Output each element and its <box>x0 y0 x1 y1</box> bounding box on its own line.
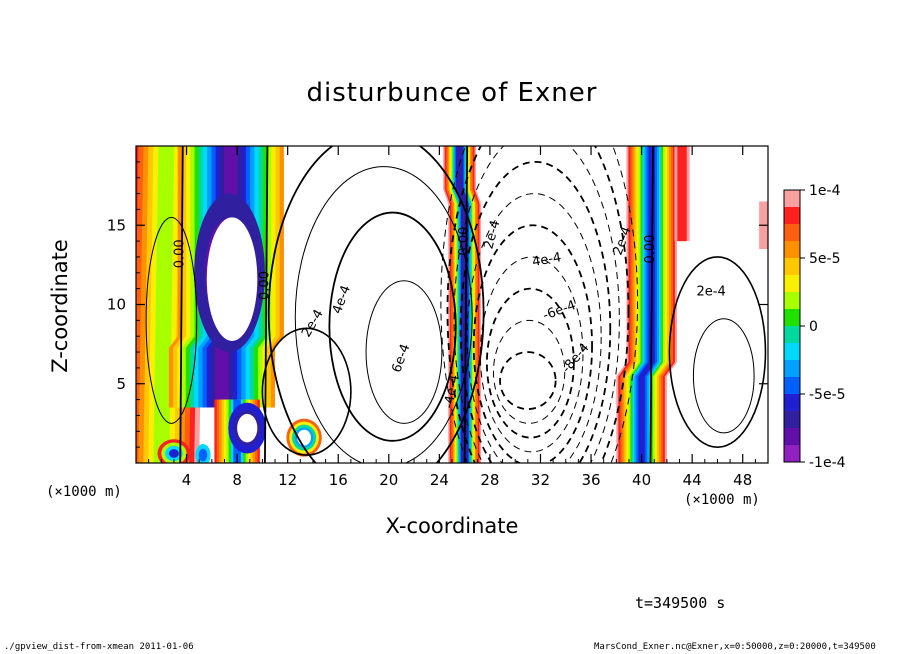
contour-label: -4e-4 <box>442 374 463 410</box>
x-axis-unit-left: (×1000 m) <box>46 484 122 500</box>
west-low-hole <box>237 413 258 443</box>
contour-label: 0.00 <box>457 227 472 256</box>
contour-label: 0.00 <box>173 239 188 268</box>
side-contour <box>692 318 755 434</box>
x-tick-label: 36 <box>581 471 600 489</box>
colorbar-swatch <box>784 190 800 208</box>
side-contour <box>261 327 352 456</box>
colorbar-label: 5e-5 <box>809 251 840 267</box>
positive-contour <box>267 146 485 463</box>
x-axis-unit-right: (×1000 m) <box>684 492 760 508</box>
contour-label: 6e-4 <box>389 342 413 375</box>
colorbar-swatch <box>784 292 800 310</box>
contour-label: 2e-4 <box>481 219 503 251</box>
colorbar-label: -1e-4 <box>809 455 846 471</box>
footer-data-source: MarsCond_Exner.nc@Exner,x=0:50000,z=0:20… <box>594 642 876 652</box>
negative-contour <box>440 146 639 463</box>
contour-label: -6e-4 <box>541 298 578 324</box>
negative-contour <box>466 193 602 463</box>
positive-contour <box>365 280 443 424</box>
colorbar-swatch <box>784 241 800 259</box>
colorbar-label: 0 <box>809 319 818 335</box>
east-edge-band <box>677 146 687 242</box>
colorbar-swatch <box>784 428 800 446</box>
colorbar-swatch <box>784 258 800 276</box>
negative-contour <box>479 256 584 453</box>
colorbar-swatch <box>784 394 800 412</box>
contour-label: 4e-4 <box>531 250 562 270</box>
zero-contour <box>264 146 269 463</box>
colorbar: 1e-4 5e-5 0 -5e-5 -1e-4 <box>783 183 846 471</box>
negative-contour <box>499 351 557 411</box>
colorbar-swatch <box>784 445 800 463</box>
footer-script-name: ./gpview_dist-from-xmean 2011-01-06 <box>4 642 194 652</box>
x-tick-label: 48 <box>733 471 752 489</box>
colorbar-label: 1e-4 <box>809 183 841 199</box>
colorbar-swatch <box>784 224 800 242</box>
x-tick-label: 32 <box>531 471 550 489</box>
corner-vortex-blob <box>168 449 179 458</box>
x-tick-label: 40 <box>632 471 651 489</box>
colorbar-swatch <box>784 411 800 429</box>
corner-vortex-2-blob <box>198 448 208 462</box>
x-tick-label: 8 <box>232 471 242 489</box>
positive-contour <box>294 166 473 463</box>
small-vortex-hole <box>297 429 312 446</box>
negative-contour <box>459 161 612 463</box>
x-tick-label: 12 <box>278 471 297 489</box>
negative-contour <box>472 224 593 463</box>
x-tick-label: 24 <box>430 471 449 489</box>
west-undefined-hole <box>206 217 258 341</box>
x-tick-label: 4 <box>182 471 192 489</box>
x-axis-label: X-coordinate <box>385 514 519 538</box>
time-stamp: t=349500 s <box>635 594 726 612</box>
negative-contour <box>446 146 630 463</box>
chart-title: disturbunce of Exner <box>306 78 598 108</box>
y-tick-label: 5 <box>116 375 126 393</box>
colorbar-swatch <box>784 309 800 327</box>
x-tick-label: 16 <box>329 471 348 489</box>
colorbar-swatch <box>784 207 800 225</box>
y-tick-label: 15 <box>107 216 126 234</box>
negative-contour <box>485 287 575 439</box>
filled-contours <box>136 146 768 463</box>
colorbar-swatch <box>784 343 800 361</box>
zero-contour <box>179 146 184 463</box>
x-tick-label: 20 <box>379 471 398 489</box>
colorbar-swatch <box>784 326 800 344</box>
zero-contour <box>463 146 469 463</box>
side-contour <box>145 216 198 424</box>
contour-label: 2e-4 <box>299 307 327 340</box>
positive-contour <box>328 211 457 442</box>
contour-lines <box>145 146 767 463</box>
y-tick-label: 10 <box>107 296 126 314</box>
contour-label: 0.00 <box>257 271 272 300</box>
negative-contour <box>492 319 566 424</box>
contour-label: -8e-4 <box>559 341 592 377</box>
colorbar-swatch <box>784 275 800 293</box>
east-column-band <box>638 146 655 463</box>
colorbar-label: -5e-5 <box>809 387 846 403</box>
contour-label: 2e-4 <box>697 284 726 299</box>
colorbar-swatch <box>784 377 800 395</box>
side-contour <box>668 256 767 448</box>
zero-contour <box>649 146 654 463</box>
x-tick-label: 44 <box>683 471 702 489</box>
colorbar-swatch <box>784 360 800 378</box>
x-tick-label: 28 <box>480 471 499 489</box>
negative-contour <box>453 146 620 463</box>
contour-label: 0.00 <box>643 235 658 264</box>
